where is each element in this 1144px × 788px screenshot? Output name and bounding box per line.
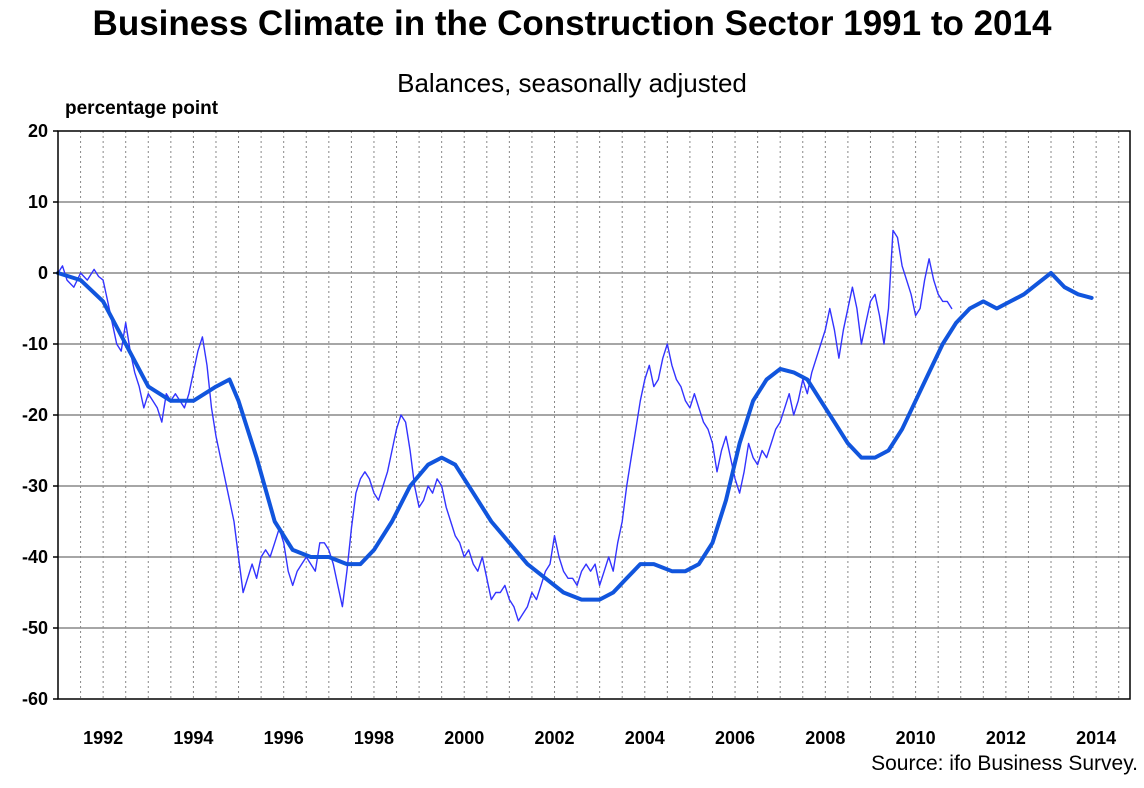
x-tick-label: 2006 <box>715 728 755 748</box>
y-tick-label: -60 <box>22 689 48 709</box>
x-tick-label: 2012 <box>986 728 1026 748</box>
y-axis-label: percentage point <box>65 98 219 119</box>
trend-line <box>56 271 1094 602</box>
x-tick-label: 1996 <box>264 728 304 748</box>
monthly-line <box>57 229 953 622</box>
x-tick-label: 2000 <box>444 728 484 748</box>
y-tick-label: -10 <box>22 334 48 354</box>
y-tick-label: 20 <box>28 121 48 141</box>
x-tick-label: 2014 <box>1076 728 1116 748</box>
x-tick-label: 2008 <box>805 728 845 748</box>
source-note: Source: ifo Business Survey. <box>871 752 1138 775</box>
x-axis-ticks: 1992 1994 1996 1998 2000 2002 2004 2006 2008 2010… <box>83 728 1116 748</box>
chart-subtitle: Balances, seasonally adjusted <box>397 68 747 98</box>
x-tick-label: 2002 <box>534 728 574 748</box>
y-tick-label: 10 <box>28 192 48 212</box>
y-tick-label: -50 <box>22 618 48 638</box>
horizontal-gridlines <box>58 201 1130 629</box>
series-layer <box>56 229 1094 622</box>
x-tick-label: 2004 <box>625 728 665 748</box>
x-tick-label: 1992 <box>83 728 123 748</box>
chart-title: Business Climate in the Construction Sec… <box>92 4 1052 43</box>
y-tick-label: 0 <box>38 263 48 283</box>
x-tick-label: 2010 <box>896 728 936 748</box>
y-tick-label: -30 <box>22 476 48 496</box>
y-axis-ticks: 20 10 0 -10 -20 -30 -40 -50 -60 <box>22 121 58 709</box>
x-tick-label: 1998 <box>354 728 394 748</box>
x-tick-label: 1994 <box>173 728 213 748</box>
y-tick-label: -40 <box>22 547 48 567</box>
y-tick-label: -20 <box>22 405 48 425</box>
